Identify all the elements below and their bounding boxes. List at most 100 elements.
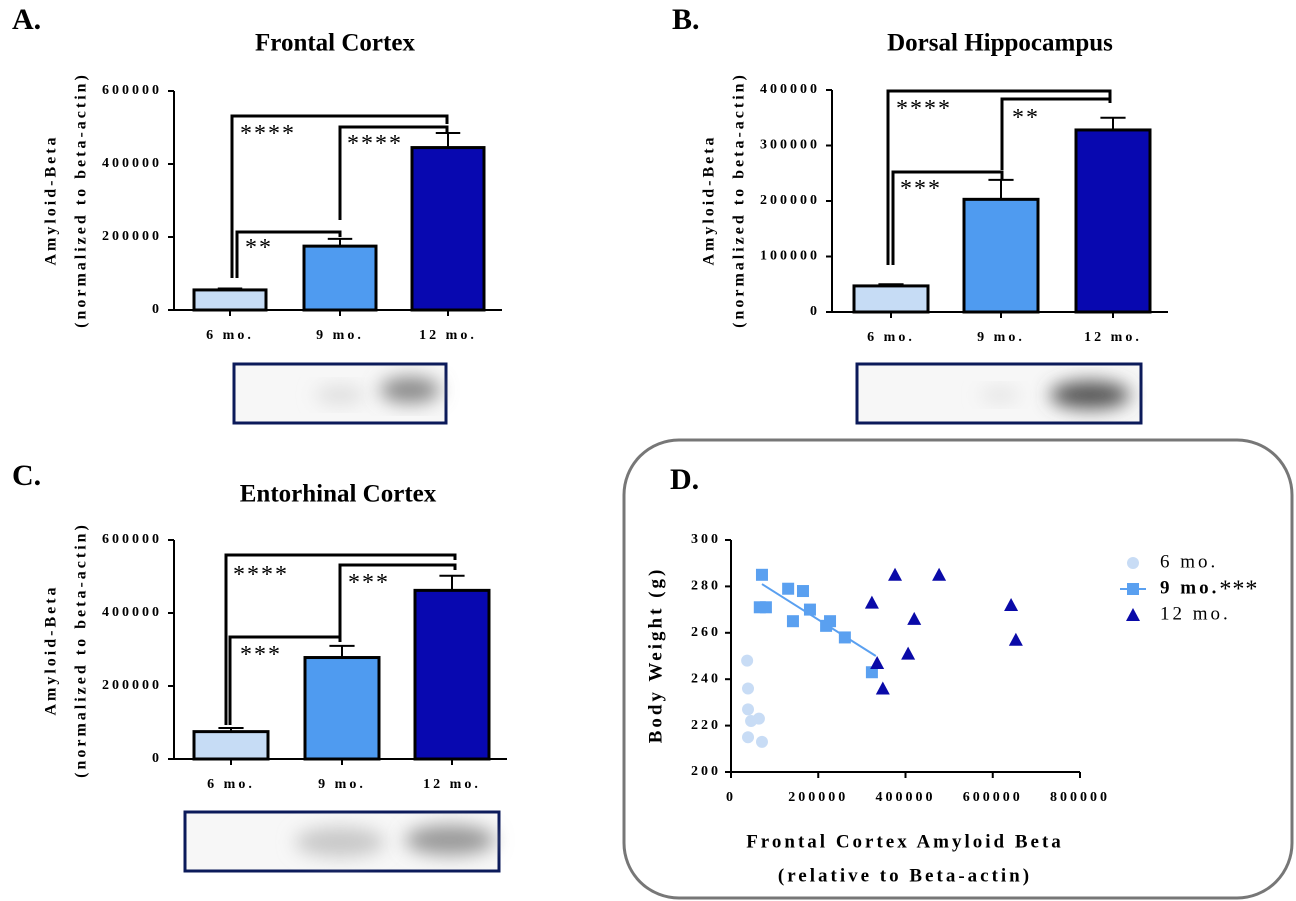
y-tick-label: 280 xyxy=(691,579,721,594)
significance-label: **** xyxy=(896,96,952,122)
legend-label: 12 mo. xyxy=(1160,603,1231,624)
significance-label: ** xyxy=(1012,105,1040,131)
x-tick-label: 12 mo. xyxy=(1084,330,1142,345)
y-tick-label: 220 xyxy=(691,718,721,733)
y-tick-label: 200 xyxy=(691,764,721,779)
y-tick-label: 0 xyxy=(152,302,162,317)
y-tick-label: 200000 xyxy=(760,193,820,208)
legend-label: 9 mo. xyxy=(1160,577,1219,598)
chart-title: Entorhinal Cortex xyxy=(240,481,437,508)
significance-label: *** xyxy=(900,176,942,202)
point xyxy=(932,568,946,581)
x-tick-label: 6 mo. xyxy=(867,330,915,345)
bar xyxy=(415,590,489,759)
point xyxy=(1009,633,1023,646)
point xyxy=(839,631,851,643)
blot-c xyxy=(185,812,499,871)
y-axis-label: (normalized to beta-actin) xyxy=(73,522,90,778)
legend-marker xyxy=(1126,608,1140,621)
point xyxy=(787,615,799,627)
error-bar xyxy=(436,133,460,148)
y-tick-label: 200000 xyxy=(102,678,162,693)
significance-label: **** xyxy=(347,131,403,157)
chart-title: Dorsal Hippocampus xyxy=(887,30,1113,57)
point xyxy=(865,596,879,609)
significance-label: **** xyxy=(233,562,289,588)
point xyxy=(907,612,921,625)
chart-title: Frontal Cortex xyxy=(255,30,415,57)
bar xyxy=(194,290,266,310)
y-tick-label: 400000 xyxy=(102,605,162,620)
point xyxy=(754,601,766,613)
point xyxy=(756,736,768,748)
error-bar xyxy=(329,646,354,658)
y-tick-label: 600000 xyxy=(102,532,162,547)
x-tick-label: 6 mo. xyxy=(207,777,255,792)
point xyxy=(782,583,794,595)
point xyxy=(876,681,890,694)
bar xyxy=(412,148,484,310)
panel-label: C. xyxy=(12,459,41,492)
point xyxy=(901,647,915,660)
y-tick-label: 0 xyxy=(810,304,820,319)
y-tick-label: 0 xyxy=(152,751,162,766)
point xyxy=(756,569,768,581)
point xyxy=(742,731,754,743)
legend-marker xyxy=(1127,583,1139,595)
significance-label: ** xyxy=(245,235,273,261)
error-bar xyxy=(988,180,1013,199)
bar xyxy=(964,199,1038,312)
page: {"chart_data":[ {"type":"bar","panel_lab… xyxy=(0,0,1296,901)
x-tick-label: 600000 xyxy=(963,790,1023,805)
x-tick-label: 12 mo. xyxy=(423,777,481,792)
legend-label: 6 mo. xyxy=(1160,551,1218,572)
x-axis-label: Frontal Cortex Amyloid Beta xyxy=(746,831,1064,852)
panel-label: A. xyxy=(12,3,41,36)
regression-line xyxy=(762,584,876,656)
y-tick-label: 400000 xyxy=(102,156,162,171)
x-tick-label: 9 mo. xyxy=(318,777,366,792)
y-tick-label: 300 xyxy=(691,532,721,547)
point xyxy=(824,615,836,627)
blot-a xyxy=(234,364,446,423)
bar xyxy=(304,246,376,310)
significance-label: **** xyxy=(240,121,296,147)
y-axis-label: (normalized to beta-actin) xyxy=(73,72,90,328)
point xyxy=(741,655,753,667)
error-bar xyxy=(439,576,464,591)
x-tick-label: 9 mo. xyxy=(977,330,1025,345)
panel-label: B. xyxy=(672,3,700,36)
y-tick-label: 300000 xyxy=(760,138,820,153)
panel-label: D. xyxy=(670,463,699,496)
point xyxy=(797,585,809,597)
y-tick-label: 600000 xyxy=(102,83,162,98)
significance-label: *** xyxy=(240,642,282,668)
point xyxy=(742,703,754,715)
x-axis-label: (relative to Beta-actin) xyxy=(778,865,1032,886)
y-axis-label: Amyloid-Beta xyxy=(43,134,60,265)
x-tick-label: 0 xyxy=(726,790,736,805)
x-tick-label: 200000 xyxy=(788,790,848,805)
bar xyxy=(305,658,379,759)
y-tick-label: 260 xyxy=(691,625,721,640)
blot-b xyxy=(857,364,1141,423)
legend-annotation: *** xyxy=(1219,577,1258,603)
bar xyxy=(194,732,268,759)
bar xyxy=(1076,130,1150,312)
y-tick-label: 240 xyxy=(691,671,721,686)
y-axis-label: (normalized to beta-actin) xyxy=(731,72,748,328)
y-tick-label: 100000 xyxy=(760,249,820,264)
x-tick-label: 6 mo. xyxy=(206,328,254,343)
error-bar xyxy=(1100,118,1125,130)
figure: A. Frontal Cortex Amyloid-Beta (normalized … xyxy=(0,0,1296,901)
point xyxy=(753,713,765,725)
y-axis-label: Amyloid-Beta xyxy=(701,134,718,265)
y-tick-label: 200000 xyxy=(102,229,162,244)
x-tick-label: 800000 xyxy=(1050,790,1110,805)
significance-label: *** xyxy=(348,570,390,596)
x-tick-label: 12 mo. xyxy=(419,328,477,343)
legend-marker xyxy=(1127,557,1139,569)
panel-d-frame xyxy=(624,440,1292,898)
x-tick-label: 400000 xyxy=(876,790,936,805)
point xyxy=(804,604,816,616)
